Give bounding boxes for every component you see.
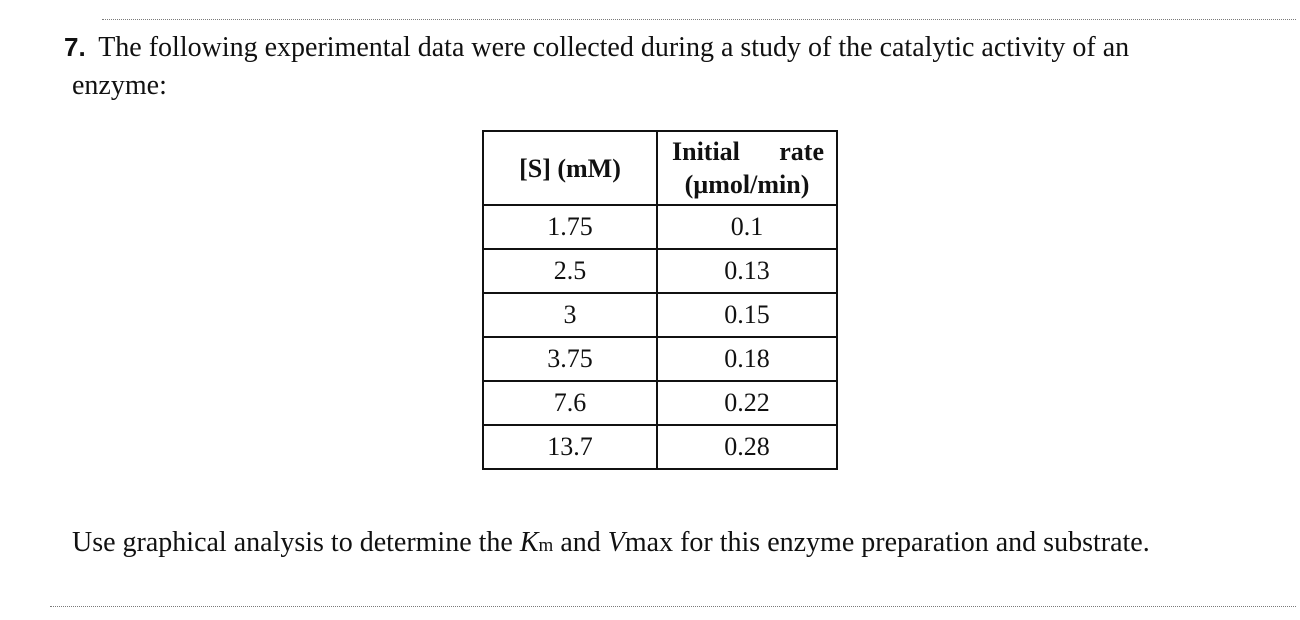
table-row: 2.5 0.13 — [482, 248, 838, 294]
cell-substrate: 3.75 — [482, 336, 658, 382]
question-text-line-1: The following experimental data were col… — [98, 32, 1130, 63]
instruction-part-after: for this enzyme preparation and substrat… — [673, 527, 1150, 558]
km-variable: K — [519, 527, 539, 558]
cell-rate: 0.15 — [656, 292, 838, 338]
kinetics-data-table: [S] (mM) Initial rate (µmol/min) 1.75 0.… — [482, 130, 838, 470]
cell-substrate: 3 — [482, 292, 658, 338]
cell-substrate: 7.6 — [482, 380, 658, 426]
header-initial-rate-line-1: Initial rate — [672, 137, 824, 166]
instruction-text: Use graphical analysis to determine the … — [72, 524, 1150, 565]
table-row: 3.75 0.18 — [482, 336, 838, 382]
vmax-variable: V — [607, 527, 625, 558]
vmax-suffix: max — [624, 527, 674, 558]
table-row: 7.6 0.22 — [482, 380, 838, 426]
table-row: 3 0.15 — [482, 292, 838, 338]
cell-substrate: 1.75 — [482, 204, 658, 250]
bottom-dotted-divider — [50, 606, 1296, 607]
header-initial-rate-line-2: (µmol/min) — [684, 170, 810, 199]
instruction-part-before: Use graphical analysis to determine the — [72, 527, 520, 558]
cell-substrate: 2.5 — [482, 248, 658, 294]
cell-substrate: 13.7 — [482, 424, 658, 470]
question-number: 7. — [64, 32, 86, 62]
question-line-1: 7. The following experimental data were … — [64, 28, 1279, 67]
header-substrate-concentration: [S] (mM) — [482, 130, 658, 206]
cell-rate: 0.13 — [656, 248, 838, 294]
table-row: 13.7 0.28 — [482, 424, 838, 470]
cell-rate: 0.18 — [656, 336, 838, 382]
question-text-line-2: enzyme: — [72, 70, 167, 101]
cell-rate: 0.28 — [656, 424, 838, 470]
question-block: 7. The following experimental data were … — [64, 28, 1279, 105]
instruction-part-middle: and — [553, 527, 608, 558]
header-initial-rate: Initial rate (µmol/min) — [656, 130, 838, 206]
cell-rate: 0.22 — [656, 380, 838, 426]
km-subscript: m — [538, 535, 554, 556]
cell-rate: 0.1 — [656, 204, 838, 250]
table-row: 1.75 0.1 — [482, 204, 838, 250]
top-dotted-divider — [102, 19, 1296, 20]
table-header-row: [S] (mM) Initial rate (µmol/min) — [482, 130, 838, 206]
